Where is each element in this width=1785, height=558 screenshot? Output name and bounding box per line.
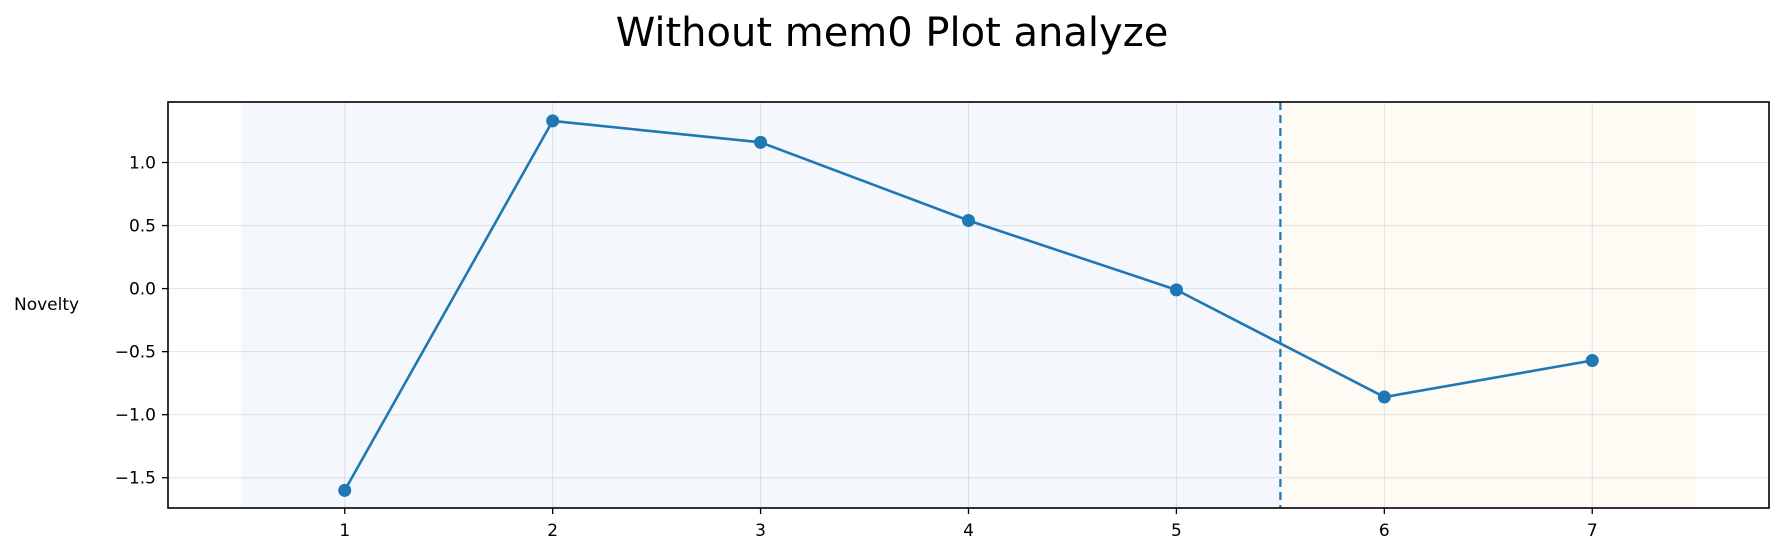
plot-area: 1 2 3 4 5 6 7 1.0 0.5 0.0 −0.5 −1.0 −1.5 <box>115 101 1770 541</box>
x-tick-label-3: 3 <box>755 521 766 541</box>
data-point-5 <box>1169 283 1183 297</box>
y-axis-label: Novelty <box>14 295 79 315</box>
shaded-region-1 <box>240 102 1281 508</box>
y-tick-label-3: 0.0 <box>129 280 156 300</box>
x-tick-label-7: 7 <box>1587 521 1598 541</box>
x-tick-label-2: 2 <box>547 521 558 541</box>
data-point-4 <box>962 214 975 228</box>
data-point-3 <box>754 135 768 149</box>
chart-title: Without mem0 Plot analyze <box>616 10 1169 56</box>
x-tick-label-6: 6 <box>1379 521 1390 541</box>
data-point-6 <box>1377 390 1391 404</box>
data-point-1 <box>338 483 352 497</box>
x-tick-label-4: 4 <box>963 521 974 541</box>
x-tick-label-5: 5 <box>1171 521 1182 541</box>
data-point-7 <box>1585 353 1599 367</box>
y-tick-label-1: 1.0 <box>129 154 156 174</box>
y-tick-label-2: 0.5 <box>129 217 156 237</box>
y-tick-label-5: −1.0 <box>115 406 156 426</box>
shaded-region-2 <box>1280 102 1697 508</box>
data-point-2 <box>546 114 560 128</box>
x-tick-label-1: 1 <box>339 521 350 541</box>
y-tick-label-4: −0.5 <box>115 343 156 363</box>
y-tick-label-6: −1.5 <box>115 469 156 489</box>
